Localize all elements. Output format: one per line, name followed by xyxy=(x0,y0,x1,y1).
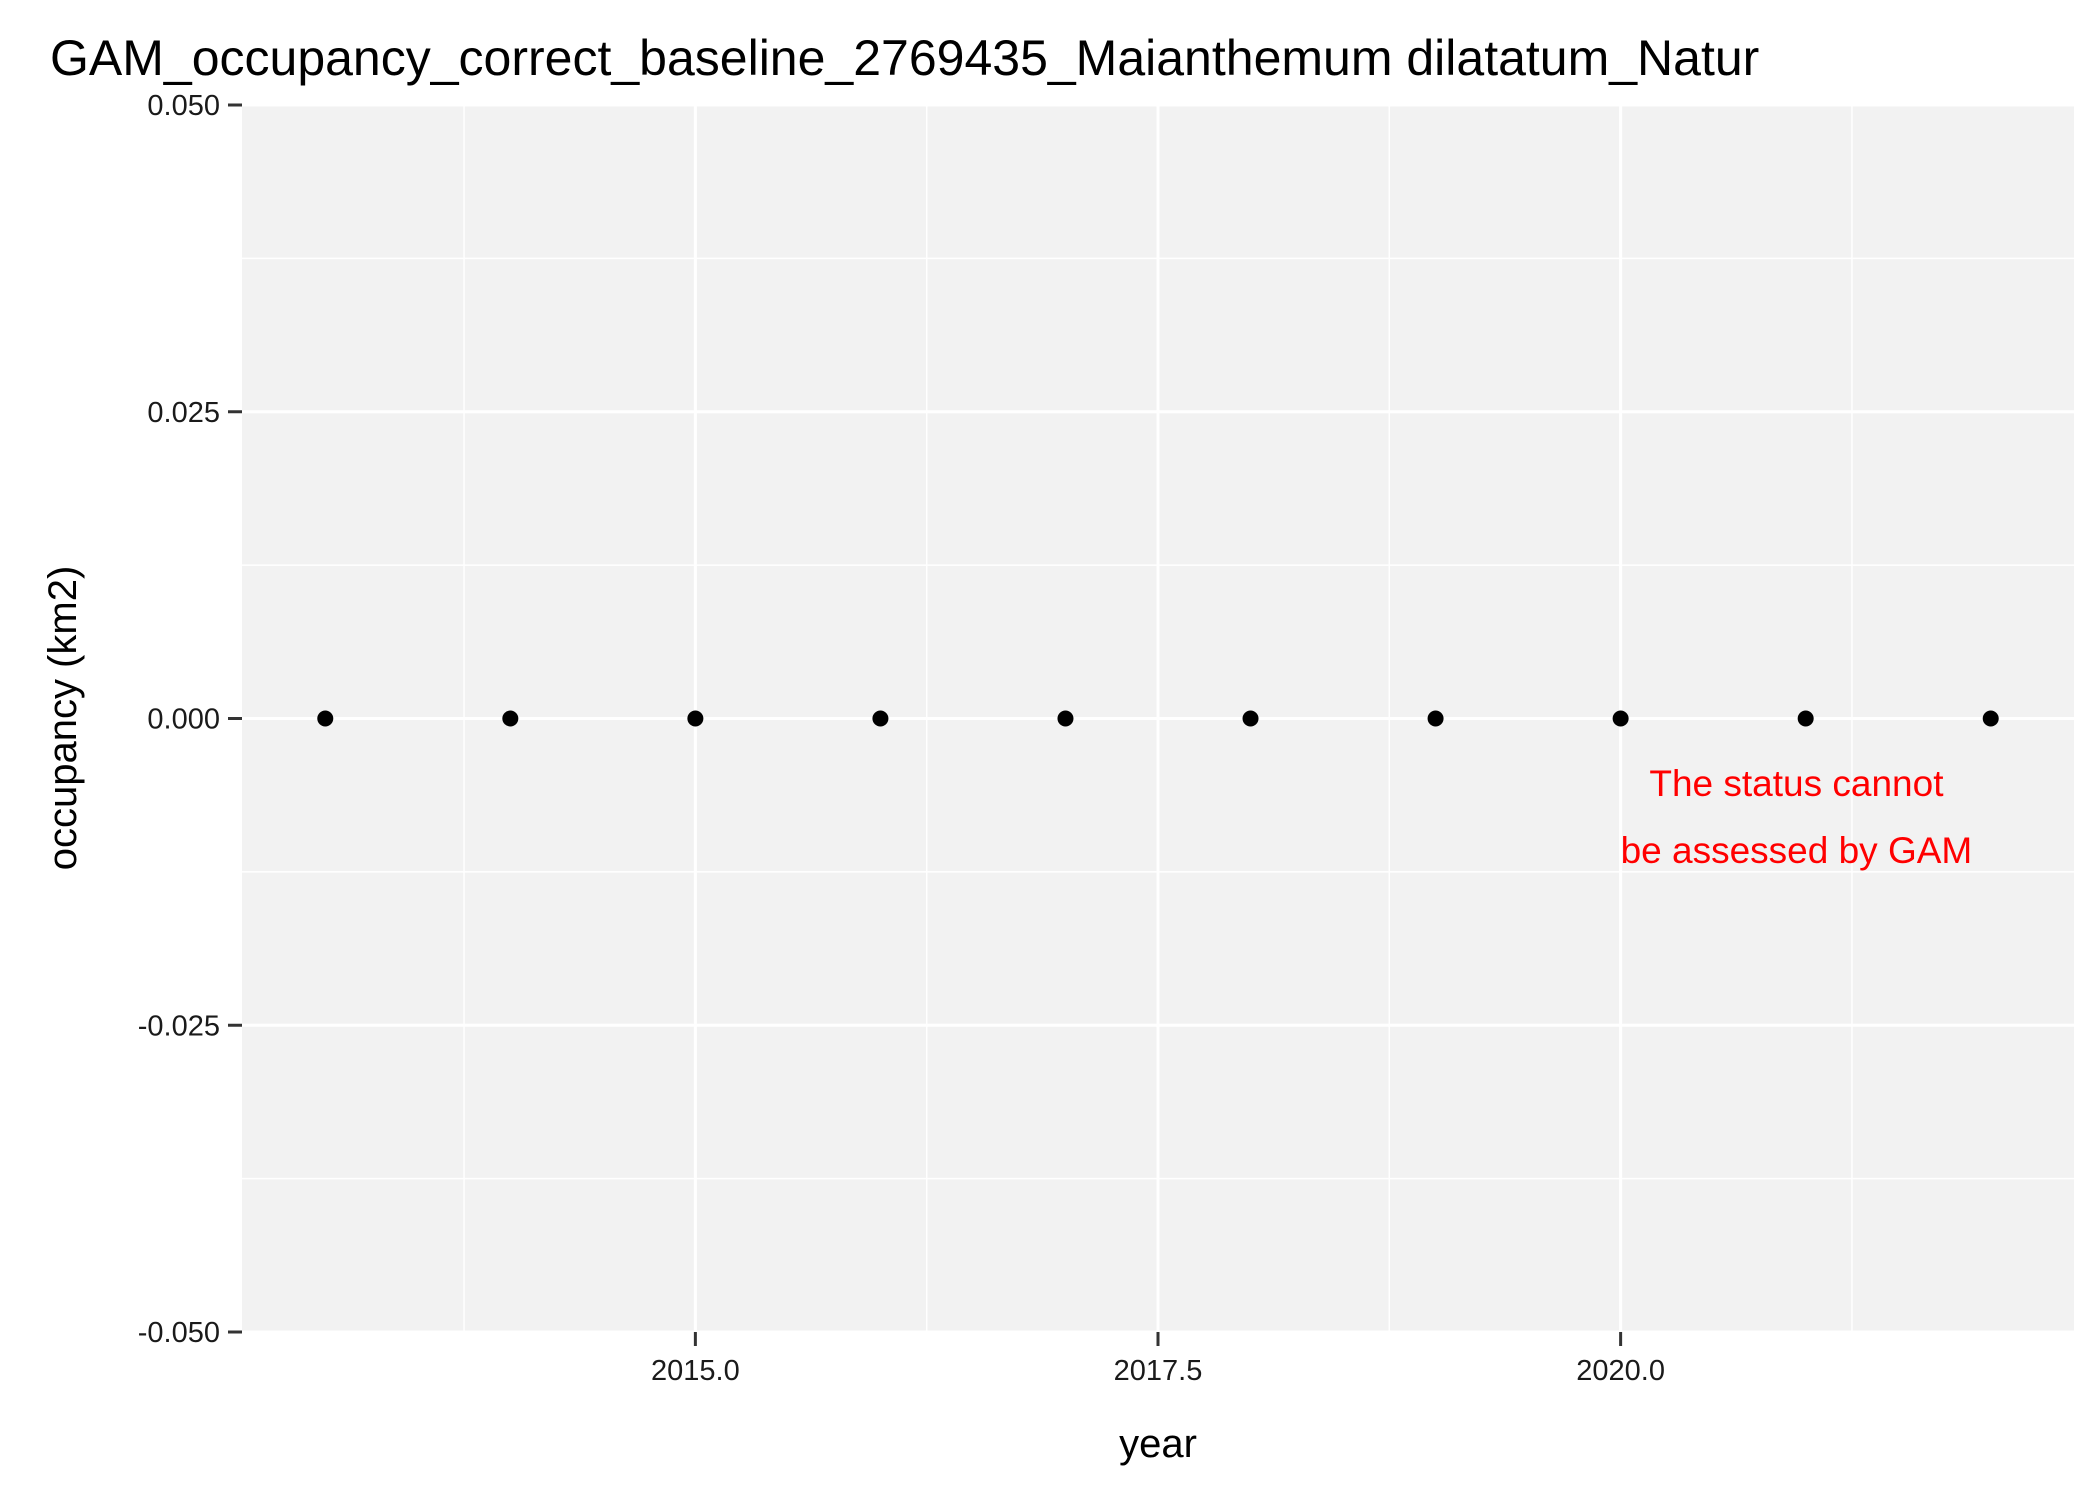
y-tick-label: -0.025 xyxy=(138,1010,220,1042)
y-tick-label: 0.025 xyxy=(147,397,220,429)
x-axis-title: year xyxy=(1119,1422,1197,1466)
y-tick-label: -0.050 xyxy=(138,1317,220,1349)
data-point xyxy=(1057,710,1074,727)
data-point xyxy=(687,710,704,727)
annotation-line: be assessed by GAM xyxy=(1621,830,1973,871)
annotation-text: The status cannot be assessed by GAM xyxy=(1621,763,1973,871)
x-tick-label: 2020.0 xyxy=(1576,1355,1665,1387)
data-point xyxy=(317,710,334,727)
x-axis: 2015.0 2017.5 2020.0 xyxy=(651,1332,1665,1387)
data-point xyxy=(1797,710,1814,727)
x-tick-label: 2017.5 xyxy=(1114,1355,1203,1387)
data-point xyxy=(1982,710,1999,727)
annotation-line: The status cannot xyxy=(1649,763,1944,804)
chart-title: GAM_occupancy_correct_baseline_2769435_M… xyxy=(50,30,1759,86)
data-point xyxy=(1427,710,1444,727)
x-tick-label: 2015.0 xyxy=(651,1355,740,1387)
y-tick-label: 0.050 xyxy=(147,90,220,122)
y-axis-title: occupancy (km2) xyxy=(41,566,85,871)
data-points xyxy=(317,710,1999,727)
data-point xyxy=(1612,710,1629,727)
data-point xyxy=(502,710,519,727)
data-point xyxy=(872,710,889,727)
data-point xyxy=(1242,710,1259,727)
y-tick-label: 0.000 xyxy=(147,704,220,736)
y-axis: -0.050 -0.025 0.000 0.025 0.050 xyxy=(138,90,242,1349)
